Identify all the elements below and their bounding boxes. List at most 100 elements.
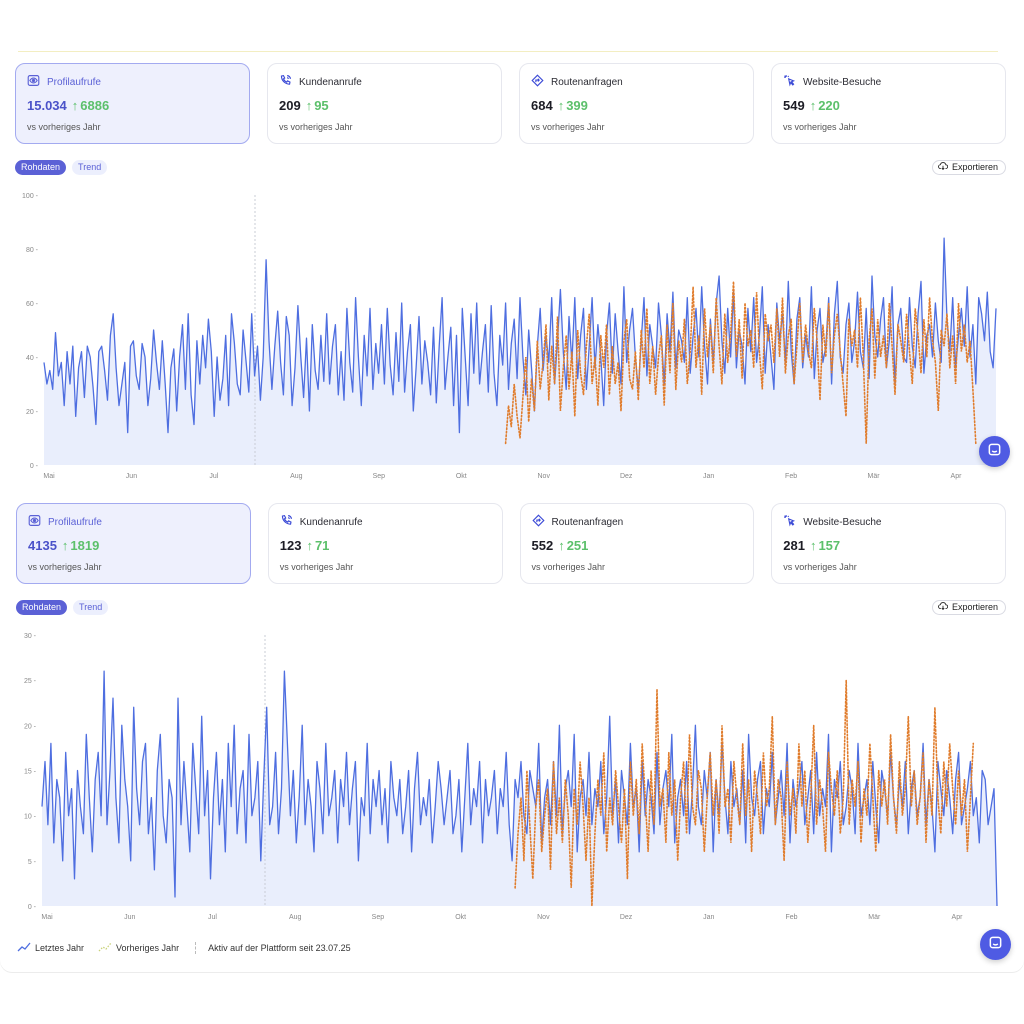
y-tick-label: 0 - xyxy=(28,904,37,911)
kpi-sub: vs vorheriges Jahr xyxy=(531,122,605,132)
x-tick-label: Jun xyxy=(124,914,135,921)
y-tick-label: 20 - xyxy=(26,409,39,416)
y-tick-label: 10 - xyxy=(24,814,37,821)
kpi-value: 549 xyxy=(783,98,805,113)
arrow-up-icon: ↑ xyxy=(558,538,565,553)
x-tick-label: Jun xyxy=(126,473,137,480)
x-tick-label: Jan xyxy=(703,473,714,480)
x-tick-label: Nov xyxy=(538,473,551,480)
kpi-value: 209 xyxy=(279,98,301,113)
x-tick-label: Sep xyxy=(372,914,385,921)
x-tick-label: Okt xyxy=(456,473,467,480)
series-line-current xyxy=(43,237,997,434)
toggle-trend[interactable]: Trend xyxy=(72,160,108,175)
x-tick-label: Mai xyxy=(43,473,55,480)
kpi-sub: vs vorheriges Jahr xyxy=(28,562,102,572)
kpi-label: Routenanfragen xyxy=(551,76,623,88)
y-tick-label: 40 - xyxy=(26,355,39,362)
x-tick-label: Okt xyxy=(455,914,466,921)
kpi-delta: 1819 xyxy=(70,538,100,553)
kpi-card-customer-calls[interactable]: Kundenanrufe 209 ↑ 95 vs vorheriges Jahr xyxy=(267,63,502,144)
kpi-card-customer-calls[interactable]: Kundenanrufe 123 ↑ 71 vs vorheriges Jahr xyxy=(267,503,503,584)
arrow-up-icon: ↑ xyxy=(809,538,817,553)
x-tick-label: Aug xyxy=(290,473,303,480)
kpi-cards: Profilaufrufe 4135 ↑ 1819 vs vorheriges Ja… xyxy=(16,503,1006,584)
legend-previous-label: Vorheriges Jahr xyxy=(116,943,180,953)
kpi-delta: 71 xyxy=(314,538,330,553)
legend-line-icon xyxy=(98,942,112,954)
kpi-delta: 157 xyxy=(818,538,841,553)
export-button[interactable]: Exportieren xyxy=(931,600,1006,615)
kpi-card-route-requests[interactable]: Routenanfragen 684 ↑ 399 vs vorheriges Jah… xyxy=(519,63,754,144)
kpi-card-website-visits[interactable]: Website-Besuche 549 ↑ 220 vs vorheriges Ja… xyxy=(771,63,1006,144)
kpi-sub: vs vorheriges Jahr xyxy=(783,562,857,572)
kpi-label: Profilaufrufe xyxy=(47,76,101,88)
x-tick-label: Apr xyxy=(952,914,964,921)
platform-active-note: Aktiv auf der Plattform seit 23.07.25 xyxy=(208,943,351,953)
kpi-label: Website-Besuche xyxy=(803,516,882,528)
x-tick-label: Dez xyxy=(620,473,633,480)
phone-icon xyxy=(279,74,292,90)
kpi-value: 552 xyxy=(531,538,554,553)
legend-current-label: Letztes Jahr xyxy=(35,943,85,953)
x-tick-label: Feb xyxy=(786,914,798,921)
kpi-card-profile-views[interactable]: Profilaufrufe 15.034 ↑ 6886 vs vorheriges … xyxy=(15,63,250,144)
kpi-label: Routenanfragen xyxy=(551,516,624,528)
kpi-label: Website-Besuche xyxy=(803,76,882,88)
x-tick-label: Feb xyxy=(785,473,797,480)
export-button[interactable]: Exportieren xyxy=(931,160,1006,175)
x-tick-label: Aug xyxy=(289,914,302,921)
kpi-label: Kundenanrufe xyxy=(299,516,363,528)
route-icon xyxy=(531,514,545,530)
kpi-card-website-visits[interactable]: Website-Besuche 281 ↑ 157 vs vorheriges Ja… xyxy=(771,503,1006,584)
chat-button[interactable] xyxy=(979,436,1010,467)
kpi-sub: vs vorheriges Jahr xyxy=(783,122,857,132)
x-tick-label: Dez xyxy=(620,914,633,921)
kpi-card-profile-views[interactable]: Profilaufrufe 4135 ↑ 1819 vs vorheriges Ja… xyxy=(16,503,251,584)
legend-current[interactable]: Letztes Jahr xyxy=(17,942,84,954)
route-icon xyxy=(531,74,544,90)
y-tick-label: 60 - xyxy=(26,301,39,308)
toggle-raw-data[interactable]: Rohdaten xyxy=(16,600,68,615)
y-tick-label: 20 - xyxy=(24,723,37,730)
eye-icon xyxy=(27,74,40,90)
chat-icon xyxy=(988,935,1003,955)
phone-icon xyxy=(280,514,293,530)
kpi-sub: vs vorheriges Jahr xyxy=(27,122,101,132)
y-tick-label: 25 - xyxy=(24,678,37,685)
x-tick-label: Mai xyxy=(41,914,53,921)
arrow-up-icon: ↑ xyxy=(809,98,817,113)
legend-line-icon xyxy=(17,942,31,954)
chat-icon xyxy=(987,442,1002,462)
arrow-up-icon: ↑ xyxy=(61,538,69,553)
x-tick-label: Nov xyxy=(537,914,550,921)
chart-legend: Letztes Jahr Vorheriges Jahr Aktiv auf d… xyxy=(17,942,351,954)
y-tick-label: 80 - xyxy=(26,247,39,254)
legend-previous[interactable]: Vorheriges Jahr xyxy=(98,942,179,954)
kpi-value: 4135 xyxy=(28,538,57,553)
kpi-delta: 251 xyxy=(566,538,589,553)
toggle-trend[interactable]: Trend xyxy=(73,600,109,615)
y-tick-label: 0 - xyxy=(30,463,39,470)
cloud-download-icon xyxy=(938,601,949,615)
x-tick-label: Apr xyxy=(951,473,963,480)
kpi-value: 281 xyxy=(783,538,805,553)
kpi-delta: 95 xyxy=(314,98,329,113)
arrow-up-icon: ↑ xyxy=(306,538,313,553)
y-tick-label: 100 - xyxy=(22,193,39,200)
chat-button[interactable] xyxy=(980,929,1011,960)
kpi-label: Kundenanrufe xyxy=(299,76,362,88)
kpi-value: 684 xyxy=(531,98,553,113)
kpi-sub: vs vorheriges Jahr xyxy=(279,122,353,132)
kpi-sub: vs vorheriges Jahr xyxy=(279,562,354,572)
kpi-card-route-requests[interactable]: Routenanfragen 552 ↑ 251 vs vorheriges Jah… xyxy=(519,503,755,584)
eye-icon xyxy=(28,514,41,530)
toggle-raw-data[interactable]: Rohdaten xyxy=(15,160,67,175)
x-tick-label: Sep xyxy=(373,473,386,480)
kpi-delta: 6886 xyxy=(80,98,110,113)
y-tick-label: 5 - xyxy=(28,859,37,866)
x-tick-label: Mär xyxy=(868,914,881,921)
cloud-download-icon xyxy=(938,161,949,175)
series-line-previous xyxy=(504,281,977,445)
arrow-up-icon: ↑ xyxy=(71,98,79,113)
